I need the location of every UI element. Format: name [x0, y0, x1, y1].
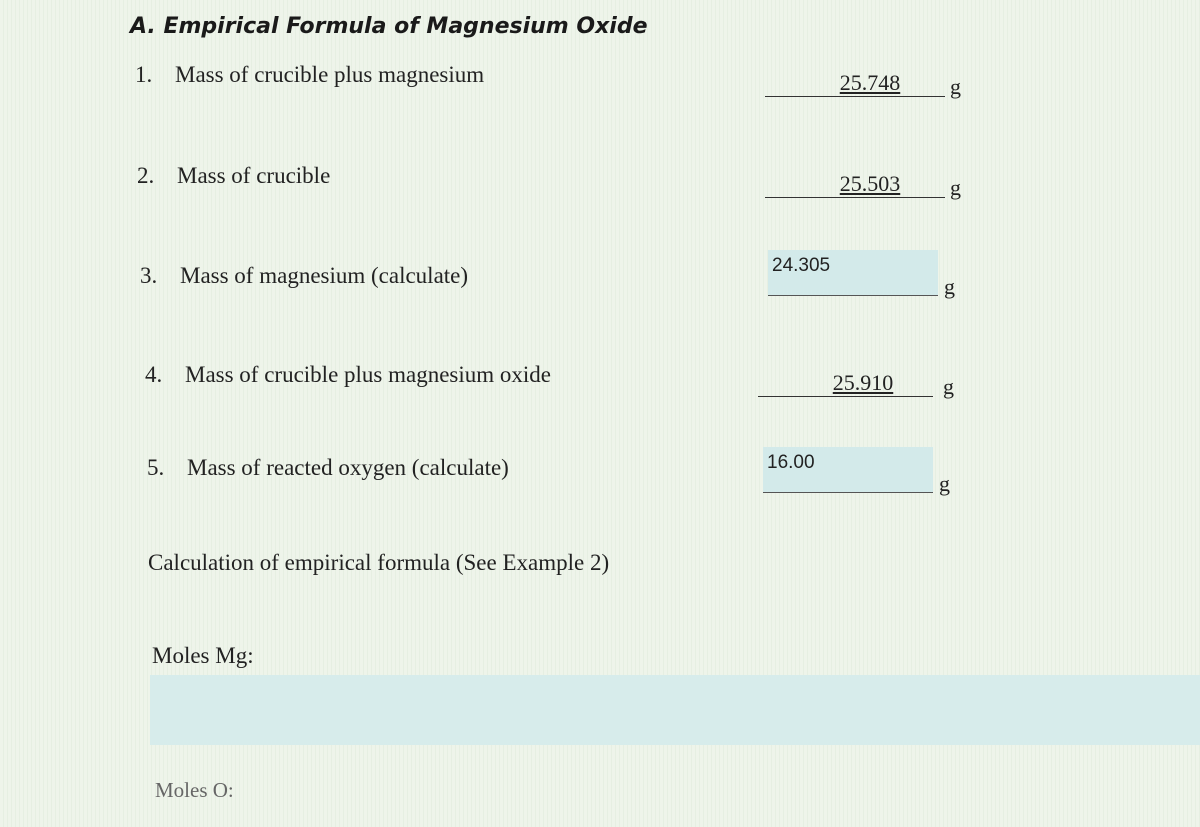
section-title: A. Empirical Formula of Magnesium Oxide: [130, 14, 648, 39]
moles-label: Moles Mg:: [152, 643, 254, 668]
item-label: Mass of crucible: [177, 163, 331, 188]
value-input[interactable]: [768, 250, 938, 296]
item-number: 5.: [147, 455, 165, 480]
unit-label: g: [950, 175, 961, 200]
value-text: 16.00: [767, 452, 815, 473]
value-text: 25.910: [832, 370, 894, 395]
value-input[interactable]: [763, 447, 933, 493]
item-label: Mass of crucible plus magnesium: [175, 62, 485, 87]
value-line[interactable]: [765, 66, 945, 97]
moles-label: Moles O:: [155, 778, 234, 802]
item-label: Mass of crucible plus magnesium oxide: [185, 362, 552, 387]
value-text: 25.748: [839, 70, 901, 95]
unit-label: g: [944, 274, 955, 299]
unit-label: g: [943, 374, 954, 399]
unit-label: g: [939, 471, 950, 496]
value-line[interactable]: [758, 366, 933, 397]
unit-label: g: [950, 74, 961, 99]
calculation-heading: Calculation of empirical formula (See Ex…: [148, 550, 610, 575]
item-label: Mass of reacted oxygen (calculate): [187, 455, 509, 480]
value-text: 24.305: [772, 255, 831, 276]
item-label: Mass of magnesium (calculate): [180, 263, 469, 288]
value-text: 25.503: [839, 171, 901, 196]
moles-mg-input[interactable]: [150, 675, 1200, 745]
item-number: 2.: [137, 163, 155, 188]
item-number: 1.: [135, 62, 153, 87]
item-number: 3.: [140, 263, 158, 288]
item-number: 4.: [145, 362, 163, 387]
value-line[interactable]: [765, 167, 945, 198]
